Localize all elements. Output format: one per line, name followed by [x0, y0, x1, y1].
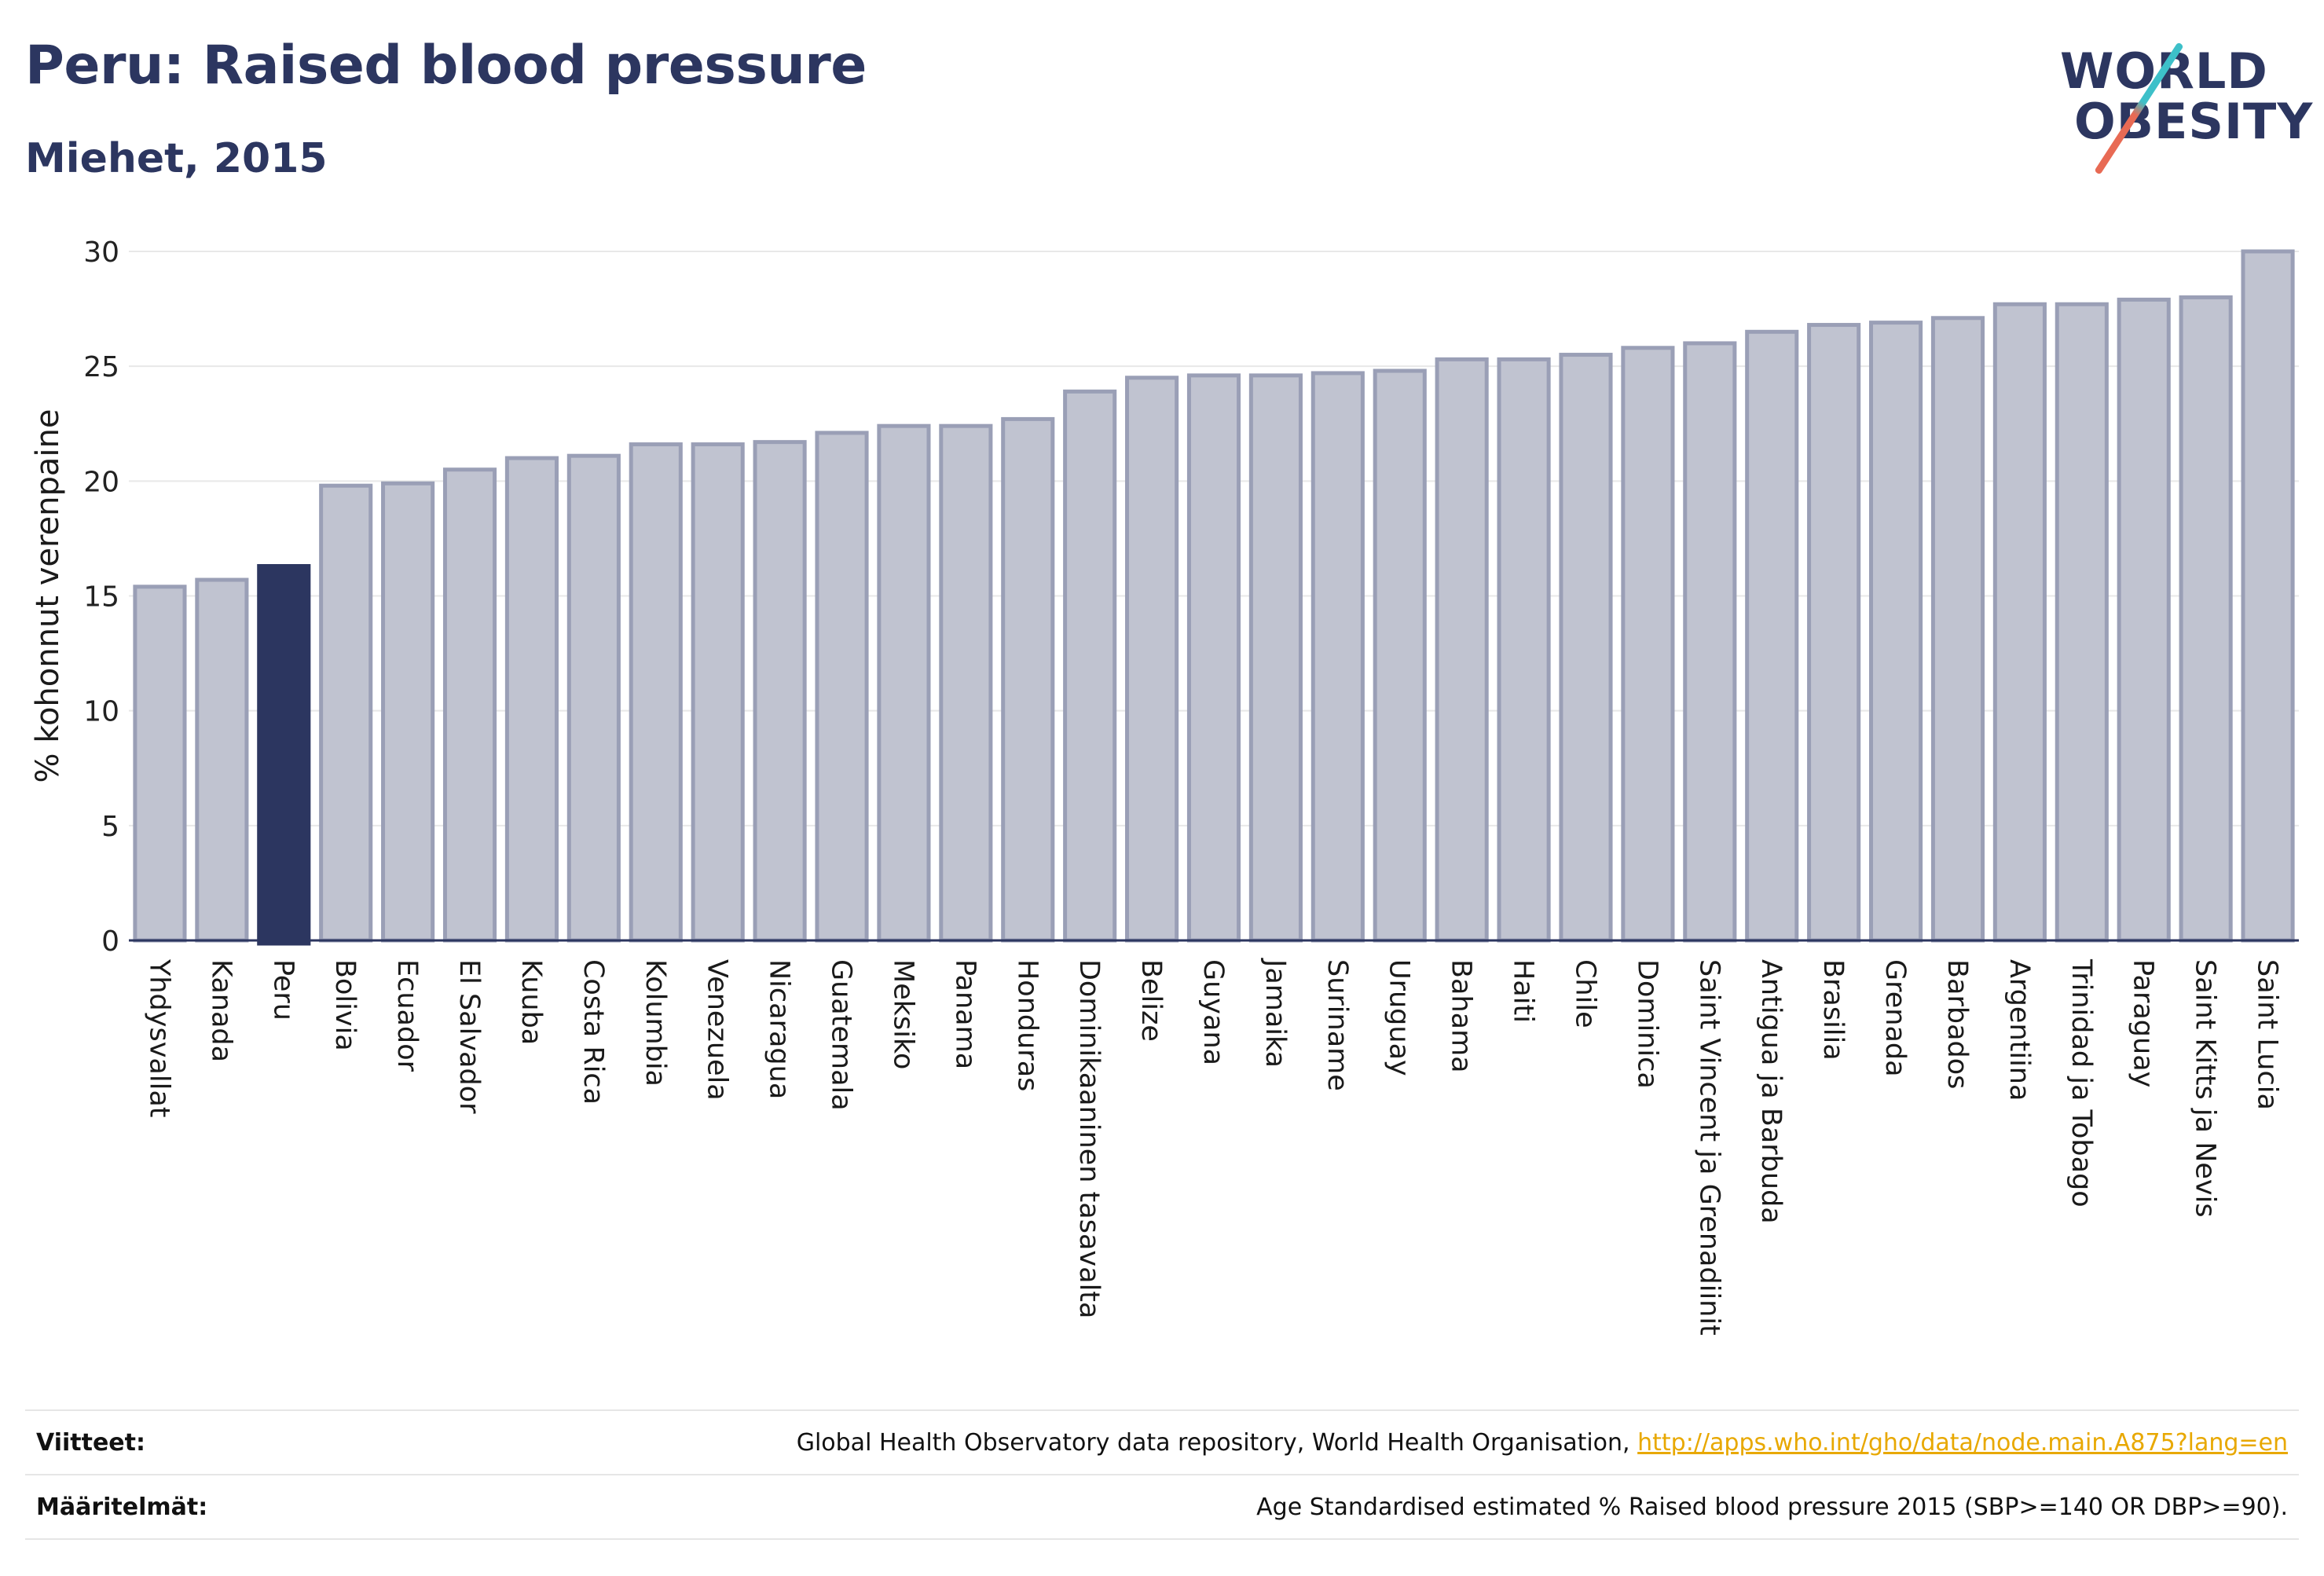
x-tick-label: Bolivia [329, 959, 361, 1051]
x-tick-label: Yhdysvallat [143, 958, 174, 1118]
bar-barbados [1930, 316, 1985, 943]
bar-venezuela [691, 442, 745, 943]
x-tick-label: Haiti [1508, 959, 1539, 1023]
y-tick-label: 10 [83, 696, 119, 728]
y-tick-label: 0 [101, 925, 119, 958]
bar-nicaragua [753, 440, 807, 943]
x-tick-label: Kuuba [515, 959, 547, 1045]
x-tick-label: Saint Vincent ja Grenadiinit [1693, 959, 1725, 1336]
x-tick-label: Brasilia [1817, 959, 1849, 1061]
x-tick-label: Dominikaaninen tasavalta [1073, 959, 1105, 1318]
bar-saint-kitts-ja-nevis [2179, 295, 2233, 943]
x-tick-label: Dominica [1631, 959, 1662, 1089]
x-tick-label: Venezuela [702, 959, 733, 1101]
x-tick-label: Grenada [1879, 959, 1911, 1077]
bar-costa-rica [566, 453, 621, 943]
bar-brasilia [1807, 323, 1861, 943]
x-tick-label: Antigua ja Barbuda [1755, 959, 1787, 1224]
bar-saint-vincent-ja-grenadiinit [1683, 341, 1737, 943]
bar-suriname [1310, 371, 1365, 943]
x-tick-label: Honduras [1011, 959, 1043, 1091]
x-tick-label: Bahama [1446, 959, 1477, 1073]
world-obesity-logo: WORLD OBESITY [2043, 24, 2312, 175]
bar-meksiko [877, 423, 931, 943]
bar-uruguay [1373, 368, 1427, 943]
bar-argentiina [1992, 302, 2047, 943]
chart-subtitle: Miehet, 2015 [25, 135, 328, 182]
x-tick-label: Panama [949, 959, 981, 1069]
bar-honduras [1001, 416, 1055, 943]
x-tick-label: Guatemala [826, 959, 857, 1111]
sources-link[interactable]: http://apps.who.int/gho/data/node.main.A… [1637, 1428, 2288, 1457]
y-tick-label: 25 [83, 351, 119, 383]
bar-ecuador [381, 481, 435, 943]
x-tick-label: Peru [267, 959, 299, 1021]
bar-paraguay [2117, 297, 2171, 943]
bar-panama [939, 423, 993, 943]
bar-belize [1125, 376, 1179, 943]
bar-peru [257, 563, 311, 946]
x-tick-label: Trinidad ja Tobago [2066, 958, 2097, 1208]
bar-chart: 0 5 10 15 20 25 30 Yhdysvallat Kanada Peru Bolivi… [30, 236, 2299, 1336]
bar-haiti [1497, 357, 1551, 943]
y-tick-label: 20 [83, 466, 119, 498]
x-tick-label: Paraguay [2128, 959, 2159, 1087]
x-tick-label: Chile [1569, 959, 1600, 1028]
y-axis-title: % kohonnut verenpaine [30, 409, 66, 783]
bar-chile [1559, 353, 1613, 943]
y-tick-label: 30 [83, 236, 119, 269]
bar-guatemala [815, 431, 869, 943]
bar-dominica [1621, 346, 1675, 943]
bar-antigua-ja-barbuda [1745, 329, 1799, 943]
x-tick-label: Saint Kitts ja Nevis [2190, 959, 2221, 1218]
bar-bahama [1435, 357, 1489, 943]
x-tick-label: Suriname [1321, 959, 1353, 1091]
logo-line-2: OBESITY [2074, 93, 2314, 150]
chart-title: Peru: Raised blood pressure [25, 35, 867, 97]
bar-dominikaaninen-tasavalta [1063, 389, 1117, 943]
x-tick-label: Kanada [205, 959, 236, 1062]
x-tick-label: Argentiina [2003, 959, 2035, 1101]
x-tick-label: Uruguay [1384, 959, 1415, 1076]
definitions-row: Määritelmät: Age Standardised estimated … [25, 1474, 2299, 1540]
bar-kanada [195, 577, 249, 943]
sources-text: Global Health Observatory data repositor… [796, 1428, 1630, 1457]
sources-value: Global Health Observatory data repositor… [797, 1429, 2299, 1457]
bar-guyana [1186, 373, 1241, 943]
bar-trinidad-ja-tobago [2055, 302, 2109, 943]
x-axis-labels: Yhdysvallat Kanada Peru Bolivia Ecuador El Sa… [143, 958, 2282, 1336]
y-tick-label: 15 [83, 581, 119, 614]
y-axis-ticks: 0 5 10 15 20 25 30 [83, 236, 119, 958]
definitions-value: Age Standardised estimated % Raised bloo… [1256, 1493, 2288, 1521]
x-tick-label: Belize [1135, 959, 1167, 1042]
bar-el-salvador [442, 467, 497, 943]
x-tick-label: Meksiko [887, 959, 918, 1069]
bar-kolumbia [629, 442, 683, 943]
x-tick-label: Saint Lucia [2252, 959, 2283, 1110]
x-tick-label: Guyana [1197, 959, 1229, 1065]
bar-saint-lucia [2241, 249, 2295, 943]
bar-jamaika [1248, 373, 1303, 943]
x-tick-label: Ecuador [391, 959, 423, 1072]
bar-grenada [1868, 321, 1923, 943]
sources-row: Viitteet: Global Health Observatory data… [25, 1409, 2299, 1474]
bars [133, 249, 2295, 946]
bar-bolivia [319, 483, 373, 943]
sources-label: Viitteet: [36, 1428, 145, 1457]
x-tick-label: El Salvador [453, 959, 485, 1114]
bar-kuuba [504, 456, 559, 943]
bar-yhdysvallat [133, 585, 187, 943]
x-tick-label: Kolumbia [640, 959, 671, 1087]
x-tick-label: Costa Rica [577, 959, 609, 1105]
x-tick-label: Jamaika [1259, 958, 1291, 1068]
y-tick-label: 5 [101, 811, 119, 843]
definitions-label: Määritelmät: [36, 1493, 208, 1521]
x-tick-label: Barbados [1941, 959, 1973, 1089]
x-tick-label: Nicaragua [764, 959, 795, 1099]
